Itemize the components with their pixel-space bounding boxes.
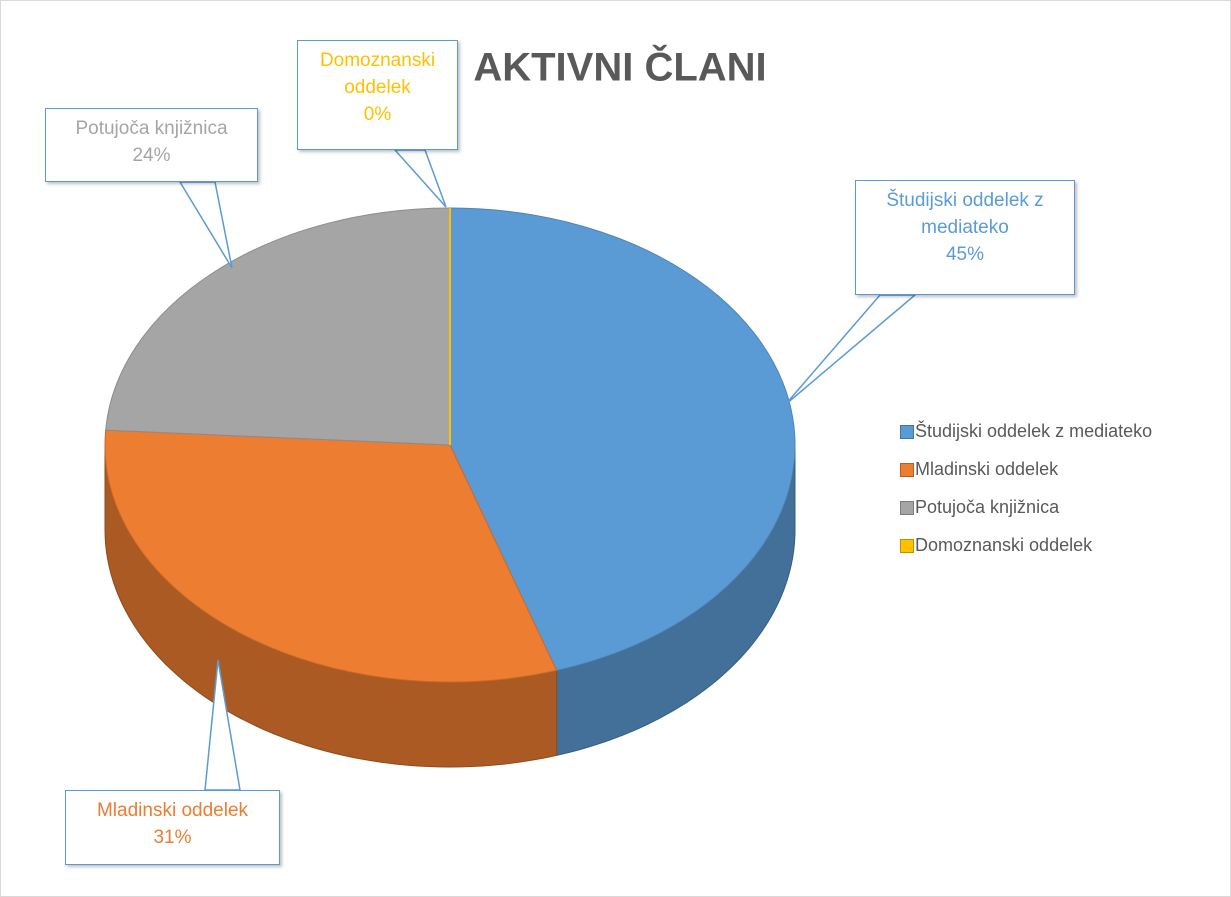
legend-label: Študijski oddelek z mediateko: [915, 421, 1153, 441]
chart-title: AKTIVNI ČLANI: [473, 44, 766, 90]
data-label: Študijski oddelek z mediateko 45%: [855, 180, 1075, 295]
pie-slice: [104, 429, 558, 683]
data-label-value: 45%: [945, 244, 985, 265]
pie-slice: [105, 207, 451, 446]
legend-swatch: [900, 425, 914, 439]
data-label-category: Potujoča knjižnica: [75, 118, 228, 139]
legend-label: Mladinski oddelek: [915, 459, 1059, 479]
callout-pointer: [784, 294, 918, 406]
data-label: Mladinski oddelek 31%: [65, 790, 280, 865]
data-label: Potujoča knjižnica 24%: [45, 108, 258, 182]
data-label-value: 24%: [132, 145, 171, 166]
legend-swatch: [900, 539, 914, 553]
data-label-category: Mladinski oddelek: [96, 800, 249, 821]
legend-swatch: [900, 463, 914, 477]
data-label-value: 0%: [363, 104, 392, 125]
callout-pointer: [178, 181, 233, 269]
pie-tops: [104, 207, 796, 683]
legend-swatch: [900, 501, 914, 515]
data-label-category: Domoznanski oddelek: [319, 50, 436, 98]
legend-label: Potujoča knjižnica: [915, 497, 1060, 517]
data-label-category: Študijski oddelek z mediateko: [886, 190, 1044, 238]
callout-pointer: [393, 149, 447, 208]
data-label: Domoznanski oddelek 0%: [297, 40, 458, 150]
pie-slice: [449, 207, 796, 671]
data-label-value: 31%: [153, 827, 192, 848]
legend-label: Domoznanski oddelek: [915, 535, 1093, 555]
callout-pointers: [178, 149, 918, 791]
